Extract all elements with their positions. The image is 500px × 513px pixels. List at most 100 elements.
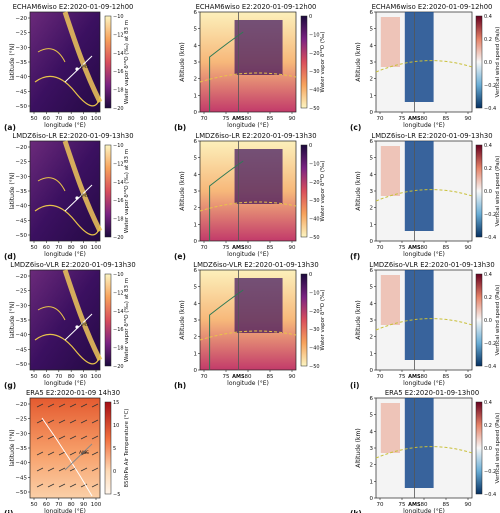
colorbar-tick-label: −10 — [309, 161, 320, 167]
y-tick-label: −35 — [15, 446, 27, 452]
panel-letter: (e) — [174, 252, 186, 261]
ams-axis-label: AMS — [408, 116, 421, 122]
colorbar-tick-label: 0 — [113, 469, 116, 475]
y-tick-label: 6 — [370, 10, 374, 16]
y-tick-label: 5 — [370, 413, 374, 419]
x-tick-label: 80 — [68, 374, 75, 380]
ams-point — [75, 196, 79, 200]
y-tick-label: 3 — [370, 60, 374, 66]
panel-title: LMDZ6iso-LR E2:2020-01-09-13h30 — [12, 132, 133, 140]
x-tick-label: 100 — [91, 502, 102, 508]
y-tick-label: 3 — [370, 446, 374, 452]
y-tick-label: −20 — [15, 274, 27, 280]
y-tick-label: 6 — [370, 396, 374, 402]
panel-letter: (f) — [350, 252, 360, 261]
wind-arrow — [36, 483, 44, 488]
isotope-contour — [37, 48, 66, 63]
wind-arrow — [58, 403, 66, 408]
colorbar-tick-label: −30 — [309, 69, 320, 75]
y-axis-label: Altitude (km) — [355, 171, 362, 210]
ams-axis-label: AMS — [408, 502, 421, 508]
x-tick-label: 85 — [443, 374, 450, 380]
wind-arrow — [58, 483, 66, 488]
panel-title: LMDZ6iso-LR E2:2020-01-09-13h30 — [195, 132, 316, 140]
wind-arrow — [80, 451, 88, 456]
colorbar — [475, 401, 483, 495]
y-axis-label: Altitude (km) — [355, 300, 362, 339]
y-tick-label: 3 — [370, 189, 374, 195]
y-tick-label: 1 — [370, 351, 374, 357]
colorbar-tick-label: −10 — [113, 14, 124, 20]
y-tick-label: 1 — [370, 93, 374, 99]
x-axis-label: longitude (°E) — [227, 380, 269, 387]
wind-arrow — [58, 435, 66, 440]
y-tick-label: −40 — [15, 333, 27, 339]
descent-region — [380, 17, 400, 67]
ascent-region — [404, 141, 434, 231]
y-tick-label: 4 — [370, 429, 374, 435]
y-tick-label: 0 — [370, 239, 374, 245]
x-tick-label: 90 — [289, 245, 296, 251]
wind-arrow — [58, 419, 66, 424]
x-tick-label: 70 — [201, 374, 208, 380]
colorbar-label: Water vapor δ¹⁸O (‰) at 83 m — [123, 20, 130, 104]
x-tick-label: 80 — [421, 502, 428, 508]
colorbar-tick-label: −12 — [113, 290, 124, 296]
y-tick-label: 4 — [194, 301, 198, 307]
wind-arrow — [91, 451, 99, 456]
y-tick-label: −30 — [15, 45, 27, 51]
panel-title: ERA5 E2:2020-01-09 14h30 — [26, 389, 120, 397]
y-tick-label: 2 — [194, 335, 198, 341]
x-tick-label: 60 — [43, 374, 50, 380]
colorbar — [475, 15, 483, 109]
colorbar-tick-label: 0 — [309, 143, 312, 149]
y-tick-label: −40 — [15, 461, 27, 467]
depleted-region — [234, 20, 283, 75]
y-tick-label: 2 — [194, 206, 198, 212]
colorbar-label: Vertical wind speed (Pa/s) — [495, 27, 500, 98]
y-tick-label: −40 — [15, 204, 27, 210]
panel-letter: (b) — [174, 123, 186, 132]
x-tick-label: 85 — [443, 502, 450, 508]
descent-region — [380, 146, 400, 196]
y-axis-label: Altitude (km) — [179, 42, 186, 81]
wind-arrow — [69, 451, 77, 456]
x-tick-label: 70 — [55, 502, 62, 508]
colorbar-tick-label: −16 — [113, 69, 124, 75]
wind-arrow — [36, 467, 44, 472]
ams-label: AMS — [79, 322, 89, 328]
x-tick-label: 50 — [31, 502, 38, 508]
panel-title: LMDZ6iso-VLR E2:2020-01-09-13h30 — [10, 261, 135, 269]
colorbar-tick-label: 0 — [309, 272, 312, 278]
high-value-band — [62, 269, 103, 362]
colorbar-tick-label: 0.2 — [484, 423, 492, 429]
y-axis-label: Altitude (km) — [179, 300, 186, 339]
isotope-contour — [34, 333, 101, 365]
wind-arrow — [36, 419, 44, 424]
y-axis-label: latitude (°N) — [9, 429, 16, 466]
x-tick-label: 80 — [421, 374, 428, 380]
y-tick-label: 0 — [194, 239, 198, 245]
ams-axis-label: AMS — [232, 245, 245, 251]
y-tick-label: 2 — [370, 335, 374, 341]
y-tick-label: 5 — [194, 27, 198, 33]
colorbar — [475, 144, 483, 238]
wind-arrow — [91, 483, 99, 488]
wind-arrow — [80, 403, 88, 408]
y-tick-label: 1 — [194, 93, 198, 99]
y-tick-label: 4 — [194, 43, 198, 49]
colorbar-tick-label: −50 — [309, 235, 320, 241]
y-axis-label: Altitude (km) — [355, 428, 362, 467]
y-tick-label: 1 — [194, 222, 198, 228]
colorbar-tick-label: −16 — [113, 327, 124, 333]
x-tick-label: 90 — [80, 245, 87, 251]
colorbar-tick-label: −20 — [309, 309, 320, 315]
dashed-contour — [199, 201, 297, 212]
panel-title: ECHAM6wiso E2:2020-01-09-12h00 — [372, 3, 493, 11]
y-tick-label: 6 — [194, 268, 198, 274]
y-tick-label: 3 — [194, 189, 198, 195]
x-tick-label: 75 — [399, 502, 406, 508]
colorbar — [300, 144, 308, 238]
wind-arrow — [80, 483, 88, 488]
ams-label: AMS — [79, 64, 89, 70]
